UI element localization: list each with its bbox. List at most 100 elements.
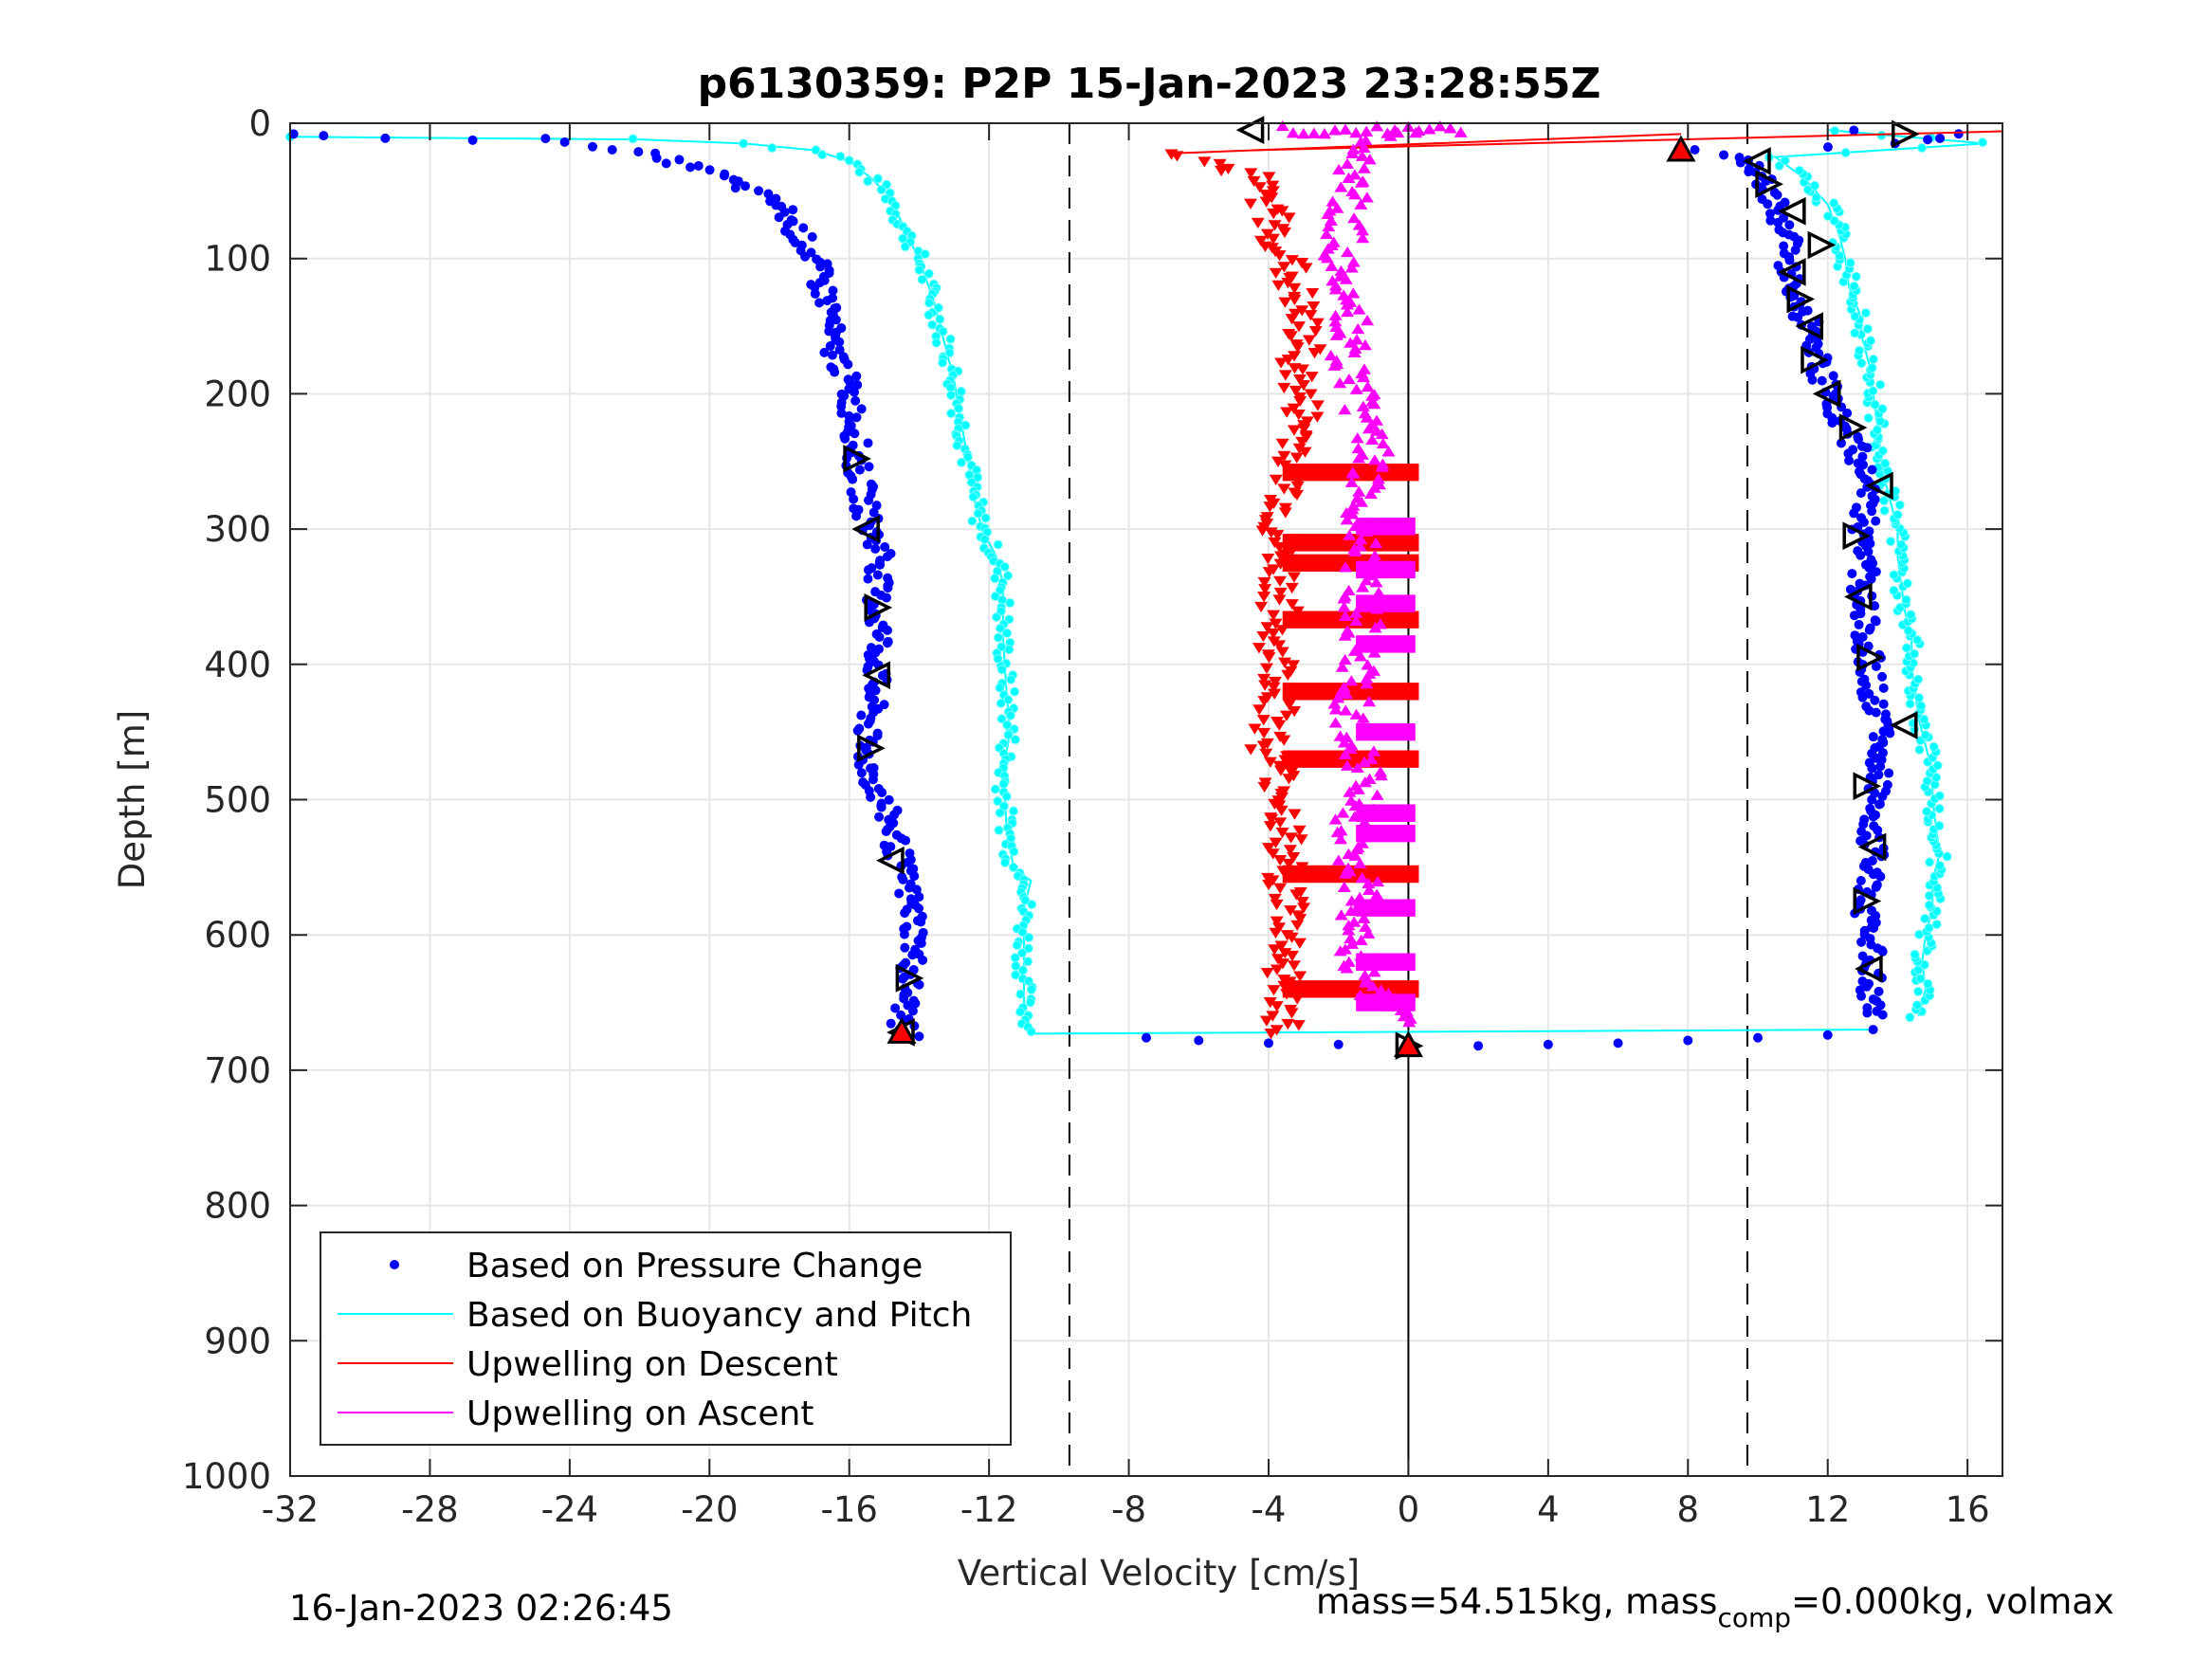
pressure-point	[851, 412, 862, 423]
pressure-point	[1848, 445, 1858, 455]
upwelling-ascent-point	[1328, 316, 1343, 327]
pressure-point	[1856, 895, 1866, 905]
buoyancy-point	[1868, 386, 1878, 396]
upwelling-descent-point	[1269, 267, 1283, 279]
upwelling-descent-point	[1310, 318, 1325, 329]
pressure-turnaround-point	[914, 1031, 924, 1042]
buoyancy-point	[1924, 890, 1934, 901]
upwelling-descent-point	[1266, 628, 1280, 640]
outline-marker	[1855, 955, 1883, 983]
upwelling-ascent-point	[1338, 610, 1352, 622]
upwelling-descent-point	[1284, 905, 1298, 917]
upwelling-ascent-point	[1328, 813, 1343, 825]
pressure-point	[1861, 702, 1872, 712]
pressure-turnaround-point	[1822, 1030, 1833, 1040]
buoyancy-point	[1011, 970, 1021, 980]
upwelling-descent-point	[1256, 630, 1271, 643]
buoyancy-point	[1905, 1012, 1915, 1023]
upwelling-descent-point	[1278, 370, 1292, 381]
upwelling-ascent-point	[1360, 191, 1374, 203]
upwelling-ascent-point	[1340, 759, 1354, 771]
pressure-point	[661, 158, 671, 169]
outline-marker	[1777, 258, 1806, 286]
upwelling-ascent-point	[1346, 143, 1361, 155]
upwelling-descent-point	[1268, 688, 1282, 700]
upwelling-descent-point	[1268, 893, 1282, 905]
upwelling-ascent-point	[1361, 314, 1375, 326]
upwelling-ascent-point	[1355, 448, 1369, 460]
pressure-point	[754, 186, 764, 196]
upwelling-ascent-point	[1370, 888, 1384, 900]
pressure-point	[853, 759, 864, 770]
x-tick-label: 16	[1946, 1489, 1990, 1530]
pressure-point	[1845, 584, 1856, 594]
upwelling-descent-point	[1257, 592, 1271, 603]
buoyancy-point	[1879, 496, 1890, 506]
pressure-point	[890, 1003, 901, 1013]
pressure-point	[863, 719, 873, 729]
buoyancy-point	[1822, 211, 1833, 222]
pressure-point	[1734, 153, 1745, 163]
upwelling-ascent-point	[1351, 322, 1365, 335]
series-upwelling-ascent	[1275, 119, 1468, 1028]
upwelling-descent-point	[1295, 897, 1309, 908]
upwelling-descent-point	[1287, 572, 1301, 583]
upwelling-descent-point	[1292, 443, 1307, 454]
pressure-point	[1769, 188, 1780, 198]
buoyancy-point	[1794, 165, 1804, 175]
upwelling-descent-point	[1252, 182, 1267, 193]
upwelling-ascent-point	[1347, 169, 1362, 180]
upwelling-ascent-point	[1358, 339, 1372, 351]
pressure-point	[882, 592, 892, 603]
upwelling-ascent-point	[1363, 487, 1378, 500]
upwelling-descent-surface-line	[1180, 133, 1681, 155]
buoyancy-point	[973, 508, 983, 519]
upwelling-descent-point	[1272, 720, 1287, 731]
upwelling-descent-point	[1287, 660, 1301, 671]
outline-marker	[1786, 284, 1816, 314]
upwelling-ascent-point	[1344, 675, 1359, 686]
upwelling-ascent-point	[1376, 458, 1390, 469]
upwelling-descent-point	[1297, 424, 1311, 435]
upwelling-descent-point	[1277, 227, 1291, 239]
pressure-point	[1866, 905, 1876, 916]
buoyancy-point	[1860, 308, 1871, 319]
buoyancy-turnaround-line	[1031, 1029, 1874, 1035]
buoyancy-point	[1886, 537, 1896, 547]
pressure-point	[1862, 1003, 1873, 1013]
upwelling-ascent-point	[1347, 916, 1362, 927]
buoyancy-point	[1901, 643, 1911, 653]
upwelling-descent-point	[1268, 944, 1282, 956]
pressure-point	[1844, 455, 1855, 465]
upwelling-ascent-point	[1350, 492, 1364, 503]
footer-timestamp: 16-Jan-2023 02:26:45	[289, 1588, 673, 1629]
upwelling-ascent-point	[1339, 273, 1353, 284]
upwelling-ascent-point	[1275, 119, 1289, 132]
upwelling-descent-point	[1267, 985, 1281, 996]
buoyancy-point	[1003, 571, 1014, 581]
upwelling-descent-point	[1285, 950, 1299, 962]
buoyancy-point	[872, 173, 883, 184]
buoyancy-point	[1877, 446, 1888, 456]
outline-marker	[1889, 711, 1918, 739]
buoyancy-point	[1774, 160, 1784, 171]
upwelling-ascent-point	[1324, 350, 1338, 361]
upwelling-descent-point	[1296, 902, 1310, 914]
pressure-point	[872, 570, 883, 580]
buoyancy-point	[980, 513, 991, 523]
upwelling-descent-point	[1269, 474, 1283, 485]
upwelling-descent-point	[1287, 425, 1301, 436]
upwelling-descent-point	[1272, 594, 1287, 606]
pressure-point	[607, 144, 617, 155]
upwelling-descent-point	[1264, 814, 1278, 826]
upwelling-ascent-point	[1334, 909, 1348, 921]
upwelling-descent-point	[1296, 380, 1310, 392]
upwelling-descent-point	[1263, 821, 1277, 832]
upwelling-ascent-point	[1362, 695, 1377, 707]
upwelling-ascent-point	[1345, 185, 1360, 197]
upwelling-ascent-point	[1361, 380, 1375, 392]
pressure-point	[877, 788, 887, 798]
pressure-point	[822, 296, 832, 306]
pressure-turnaround-point	[1753, 1032, 1763, 1043]
upwelling-ascent-point	[1357, 363, 1371, 374]
